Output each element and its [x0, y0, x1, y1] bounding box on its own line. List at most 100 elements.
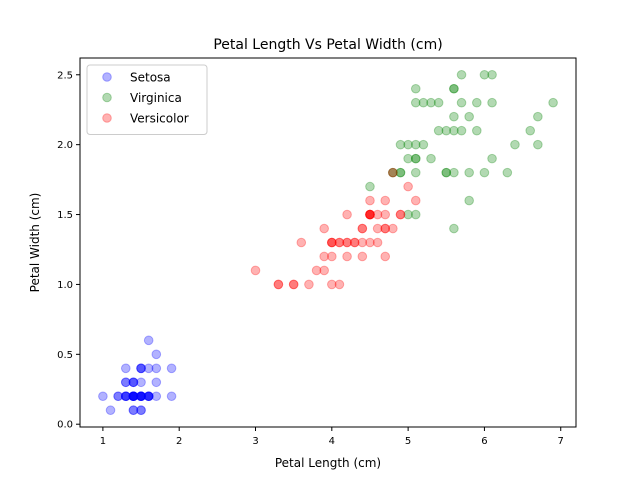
data-point [349, 237, 360, 248]
data-point [410, 195, 421, 206]
data-point [120, 391, 131, 402]
data-point [410, 83, 421, 94]
data-point [128, 391, 139, 402]
y-tick-label: 2.0 [57, 140, 73, 151]
data-point [525, 125, 536, 136]
data-point [449, 83, 459, 94]
data-point [136, 405, 146, 416]
data-point [250, 265, 261, 276]
x-tick-label: 6 [481, 436, 487, 447]
data-points [98, 69, 558, 416]
data-point [410, 97, 421, 108]
data-point [403, 139, 413, 150]
data-point [441, 167, 452, 178]
legend-box [86, 64, 208, 135]
data-point [502, 167, 513, 178]
series-setosa [98, 335, 177, 416]
data-point [334, 237, 345, 248]
data-point [365, 209, 375, 220]
data-point [433, 125, 444, 136]
legend-entry-label: Setosa [130, 70, 171, 84]
y-tick-label: 1.5 [57, 210, 73, 221]
data-point [479, 167, 490, 178]
data-point [98, 391, 108, 402]
data-point [472, 125, 482, 136]
legend-marker [102, 92, 112, 103]
y-tick-label: 1.0 [57, 280, 73, 291]
data-point [487, 97, 497, 108]
data-point [479, 69, 490, 80]
data-point [319, 265, 329, 276]
legend-marker [102, 113, 112, 123]
data-point [136, 363, 146, 374]
data-point [120, 377, 131, 388]
x-tick-label: 4 [329, 436, 335, 447]
data-point [128, 391, 139, 402]
axes-frame [79, 57, 577, 428]
data-point [143, 391, 154, 402]
data-point [487, 69, 497, 80]
data-point [136, 391, 146, 402]
data-point [113, 391, 123, 402]
data-point [136, 391, 146, 402]
data-point [136, 377, 146, 388]
data-point [388, 167, 398, 178]
data-point [410, 139, 421, 150]
data-point [380, 223, 391, 234]
legend: Setosa Virginica Versicolor [86, 64, 208, 135]
data-point [548, 97, 558, 108]
legend-entry-label: Virginica [130, 91, 182, 105]
x-tick-label: 5 [405, 436, 411, 447]
data-point [288, 279, 299, 290]
data-point [365, 209, 375, 220]
data-point [128, 391, 139, 402]
data-point [395, 167, 406, 178]
data-point [151, 349, 162, 360]
data-point [143, 391, 154, 402]
data-point [136, 363, 146, 374]
data-point [288, 279, 299, 290]
data-point [533, 111, 543, 122]
data-point [456, 97, 467, 108]
data-point [372, 223, 383, 234]
data-point [105, 405, 116, 416]
data-point [128, 377, 139, 388]
data-point [128, 377, 139, 388]
data-point [304, 279, 314, 290]
data-point [151, 391, 162, 402]
data-point [418, 97, 429, 108]
data-point [426, 97, 436, 108]
data-point [136, 391, 146, 402]
data-point [128, 391, 139, 402]
data-point [136, 391, 146, 402]
data-point [403, 181, 413, 192]
data-point [449, 83, 459, 94]
data-point [136, 391, 146, 402]
y-tick-label: 2.5 [57, 70, 73, 81]
data-point [143, 391, 154, 402]
data-point [410, 167, 421, 178]
data-point [128, 405, 139, 416]
data-point [319, 223, 329, 234]
series-virginica [365, 69, 558, 234]
data-point [456, 69, 467, 80]
data-point [136, 391, 146, 402]
x-tick-label: 3 [252, 436, 258, 447]
data-point [403, 209, 413, 220]
data-point [136, 363, 146, 374]
y-axis-label: Petal Width (cm) [28, 193, 42, 293]
data-point [128, 391, 139, 402]
data-point [120, 391, 131, 402]
data-point [418, 139, 429, 150]
data-point [441, 167, 452, 178]
x-axis-label: Petal Length (cm) [275, 456, 381, 470]
data-point [388, 167, 398, 178]
data-point [449, 223, 459, 234]
data-point [311, 265, 322, 276]
data-point [120, 377, 131, 388]
data-point [395, 139, 406, 150]
y-tick-label: 0.0 [57, 420, 73, 431]
data-point [327, 237, 337, 248]
data-point [380, 195, 391, 206]
chart-title: Petal Length Vs Petal Width (cm) [213, 37, 442, 53]
